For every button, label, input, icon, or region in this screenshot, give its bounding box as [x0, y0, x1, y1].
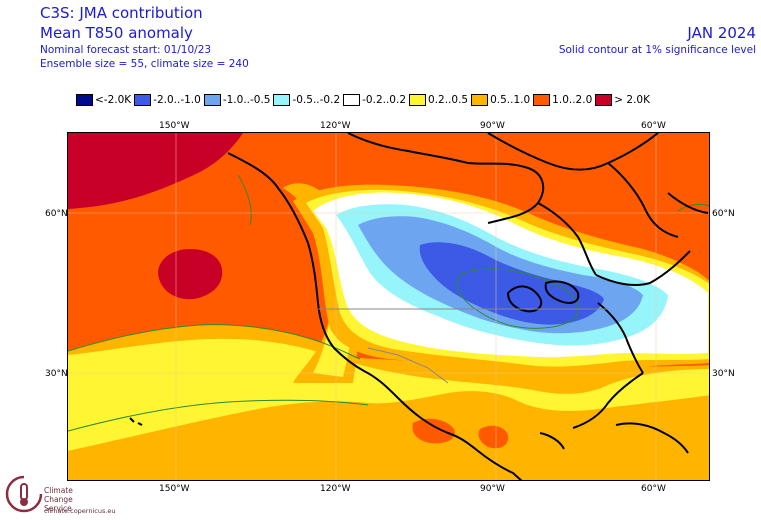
logo-url: climate.copernicus.eu — [44, 507, 116, 515]
anomaly-field-above-2-north — [68, 133, 243, 209]
logo-name-line1: Climate — [44, 486, 73, 495]
anomaly-map-svg — [68, 133, 709, 480]
chart-title: C3S: JMA contribution — [40, 4, 203, 22]
lon-label-top-150w: 150°W — [159, 121, 190, 131]
ensemble-size: Ensemble size = 55, climate size = 240 — [40, 58, 249, 70]
legend-label: 0.2..0.5 — [428, 94, 469, 106]
chart-subtitle: Mean T850 anomaly — [40, 24, 193, 42]
coastlines — [129, 133, 709, 480]
legend-swatch — [203, 94, 221, 106]
legend-swatch — [471, 94, 489, 106]
legend-swatch — [273, 94, 291, 106]
legend-item: -1.0..-0.5 — [203, 94, 271, 106]
legend-item: <-2.0K — [76, 94, 131, 106]
lon-label-top-120w: 120°W — [320, 121, 351, 131]
legend-swatch — [595, 94, 613, 106]
anomaly-map — [67, 132, 710, 481]
legend-item: -0.2..0.2 — [343, 94, 406, 106]
legend-item: -0.5..-0.2 — [273, 94, 340, 106]
anomaly-field-minus2-to-minus1 — [419, 242, 604, 325]
legend-item: 0.5..1.0 — [471, 94, 530, 106]
borders — [318, 308, 608, 384]
legend-item: 1.0..2.0 — [533, 94, 592, 106]
lon-label-bottom-120w: 120°W — [320, 484, 351, 494]
significance-contour-north — [237, 174, 252, 226]
legend-swatch — [343, 94, 361, 106]
legend-label: -0.5..-0.2 — [292, 94, 341, 106]
lon-label-bottom-90w: 90°W — [480, 484, 505, 494]
lat-label-left-60n: 60°N — [45, 209, 68, 219]
legend-label: -0.2..0.2 — [362, 94, 407, 106]
forecast-start: Nominal forecast start: 01/10/23 — [40, 44, 212, 56]
copernicus-logo: Climate Change Service climate.copernicu… — [4, 474, 116, 518]
significance-contour-atlantic — [677, 203, 709, 212]
graticule — [68, 133, 709, 480]
anomaly-field-above-2-pacific — [158, 249, 223, 300]
climate-change-service-icon — [5, 475, 43, 513]
significance-note: Solid contour at 1% significance level — [558, 44, 756, 56]
lon-label-bottom-150w: 150°W — [159, 484, 190, 494]
legend-label: > 2.0K — [614, 94, 650, 106]
forecast-period: JAN 2024 — [687, 24, 756, 42]
lon-label-bottom-60w: 60°W — [641, 484, 666, 494]
legend-label: -1.0..-0.5 — [222, 94, 271, 106]
lat-label-left-30n: 30°N — [45, 369, 68, 379]
anomaly-field-1-to-2-mexico — [412, 418, 455, 444]
legend-item: -2.0..-1.0 — [134, 94, 201, 106]
legend-item: > 2.0K — [595, 94, 650, 106]
lat-label-right-60n: 60°N — [712, 209, 735, 219]
significance-contour-cold — [456, 268, 579, 329]
legend-item: 0.2..0.5 — [409, 94, 468, 106]
legend-label: -2.0..-1.0 — [153, 94, 201, 106]
anomaly-field-0.2-to-0.5-south — [68, 338, 709, 451]
significance-contour-tropics — [68, 399, 369, 432]
legend-label: 1.0..2.0 — [552, 94, 593, 106]
legend-swatch — [134, 94, 152, 106]
legend-swatch — [76, 94, 93, 106]
legend-swatch — [533, 94, 551, 106]
legend-label: 0.5..1.0 — [490, 94, 531, 106]
lon-label-top-90w: 90°W — [480, 121, 505, 131]
anomaly-field-0.5-to-1-caribbean — [558, 453, 628, 480]
lon-label-top-60w: 60°W — [641, 121, 666, 131]
anomaly-field-1-to-2-yucatan — [478, 425, 509, 449]
logo-name-line2: Change Service — [44, 495, 73, 513]
lat-label-right-30n: 30°N — [712, 369, 735, 379]
legend-label: <-2.0K — [95, 94, 132, 106]
color-legend: <-2.0K -2.0..-1.0 -1.0..-0.5 -0.5..-0.2 -0.2… — [76, 93, 653, 107]
legend-swatch — [409, 94, 427, 106]
